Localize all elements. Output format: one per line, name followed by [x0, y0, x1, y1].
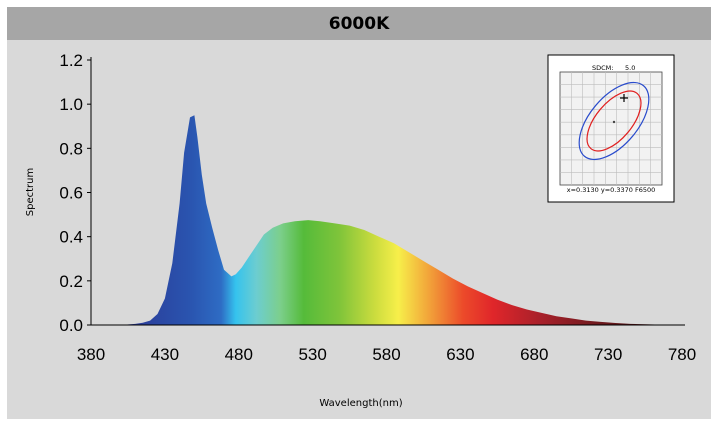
sdcm-inner-ellipse: [586, 90, 642, 152]
x-tick-label: 530: [298, 345, 326, 364]
title-bar: 6000K: [7, 7, 711, 40]
x-tick-label: 680: [520, 345, 548, 364]
x-tick-label: 430: [151, 345, 179, 364]
y-tick-label: 1.2: [59, 51, 83, 70]
x-tick-label: 630: [446, 345, 474, 364]
x-axis-ticks: 380 430 480 530 580 630 680 730 780: [77, 345, 696, 364]
spectrum-chart: 0.0 0.2 0.4 0.6 0.8 1.0 1.2 380 430 480 530 580 630…: [25, 51, 696, 409]
y-tick-label: 0.2: [59, 272, 83, 291]
y-tick-label: 0.6: [59, 184, 83, 203]
x-axis-label: Wavelength(nm): [319, 398, 402, 409]
reference-point: [612, 120, 616, 124]
inset-grid: [560, 72, 662, 185]
y-tick-label: 1.0: [59, 95, 83, 114]
x-tick-label: 730: [594, 345, 622, 364]
inset-title-value: 5.0: [625, 64, 635, 72]
y-axis-label: Spectrum: [25, 168, 36, 216]
chart-title: 6000K: [328, 13, 390, 34]
y-axis-ticks: 0.0 0.2 0.4 0.6 0.8 1.0 1.2: [59, 51, 91, 335]
inset-footer: x=0.3130 y=0.3370 F6500: [567, 186, 656, 194]
y-tick-label: 0.4: [59, 228, 83, 247]
measured-point-marker: [620, 94, 628, 102]
spectrum-area: [91, 115, 682, 325]
y-tick-label: 0.8: [59, 139, 83, 158]
sdcm-outer-ellipse: [578, 81, 650, 161]
y-tick-label: 0.0: [59, 316, 83, 335]
x-tick-label: 380: [77, 345, 105, 364]
x-tick-label: 480: [225, 345, 253, 364]
plot-area: [91, 115, 682, 325]
x-tick-label: 780: [668, 345, 696, 364]
inset-title-label: SDCM:: [592, 64, 613, 72]
sdcm-inset: SDCM: 5.0 x=0.3130 y=0.3370 F6500: [547, 54, 675, 203]
chart-frame: 6000K: [7, 7, 711, 419]
x-tick-label: 580: [372, 345, 400, 364]
